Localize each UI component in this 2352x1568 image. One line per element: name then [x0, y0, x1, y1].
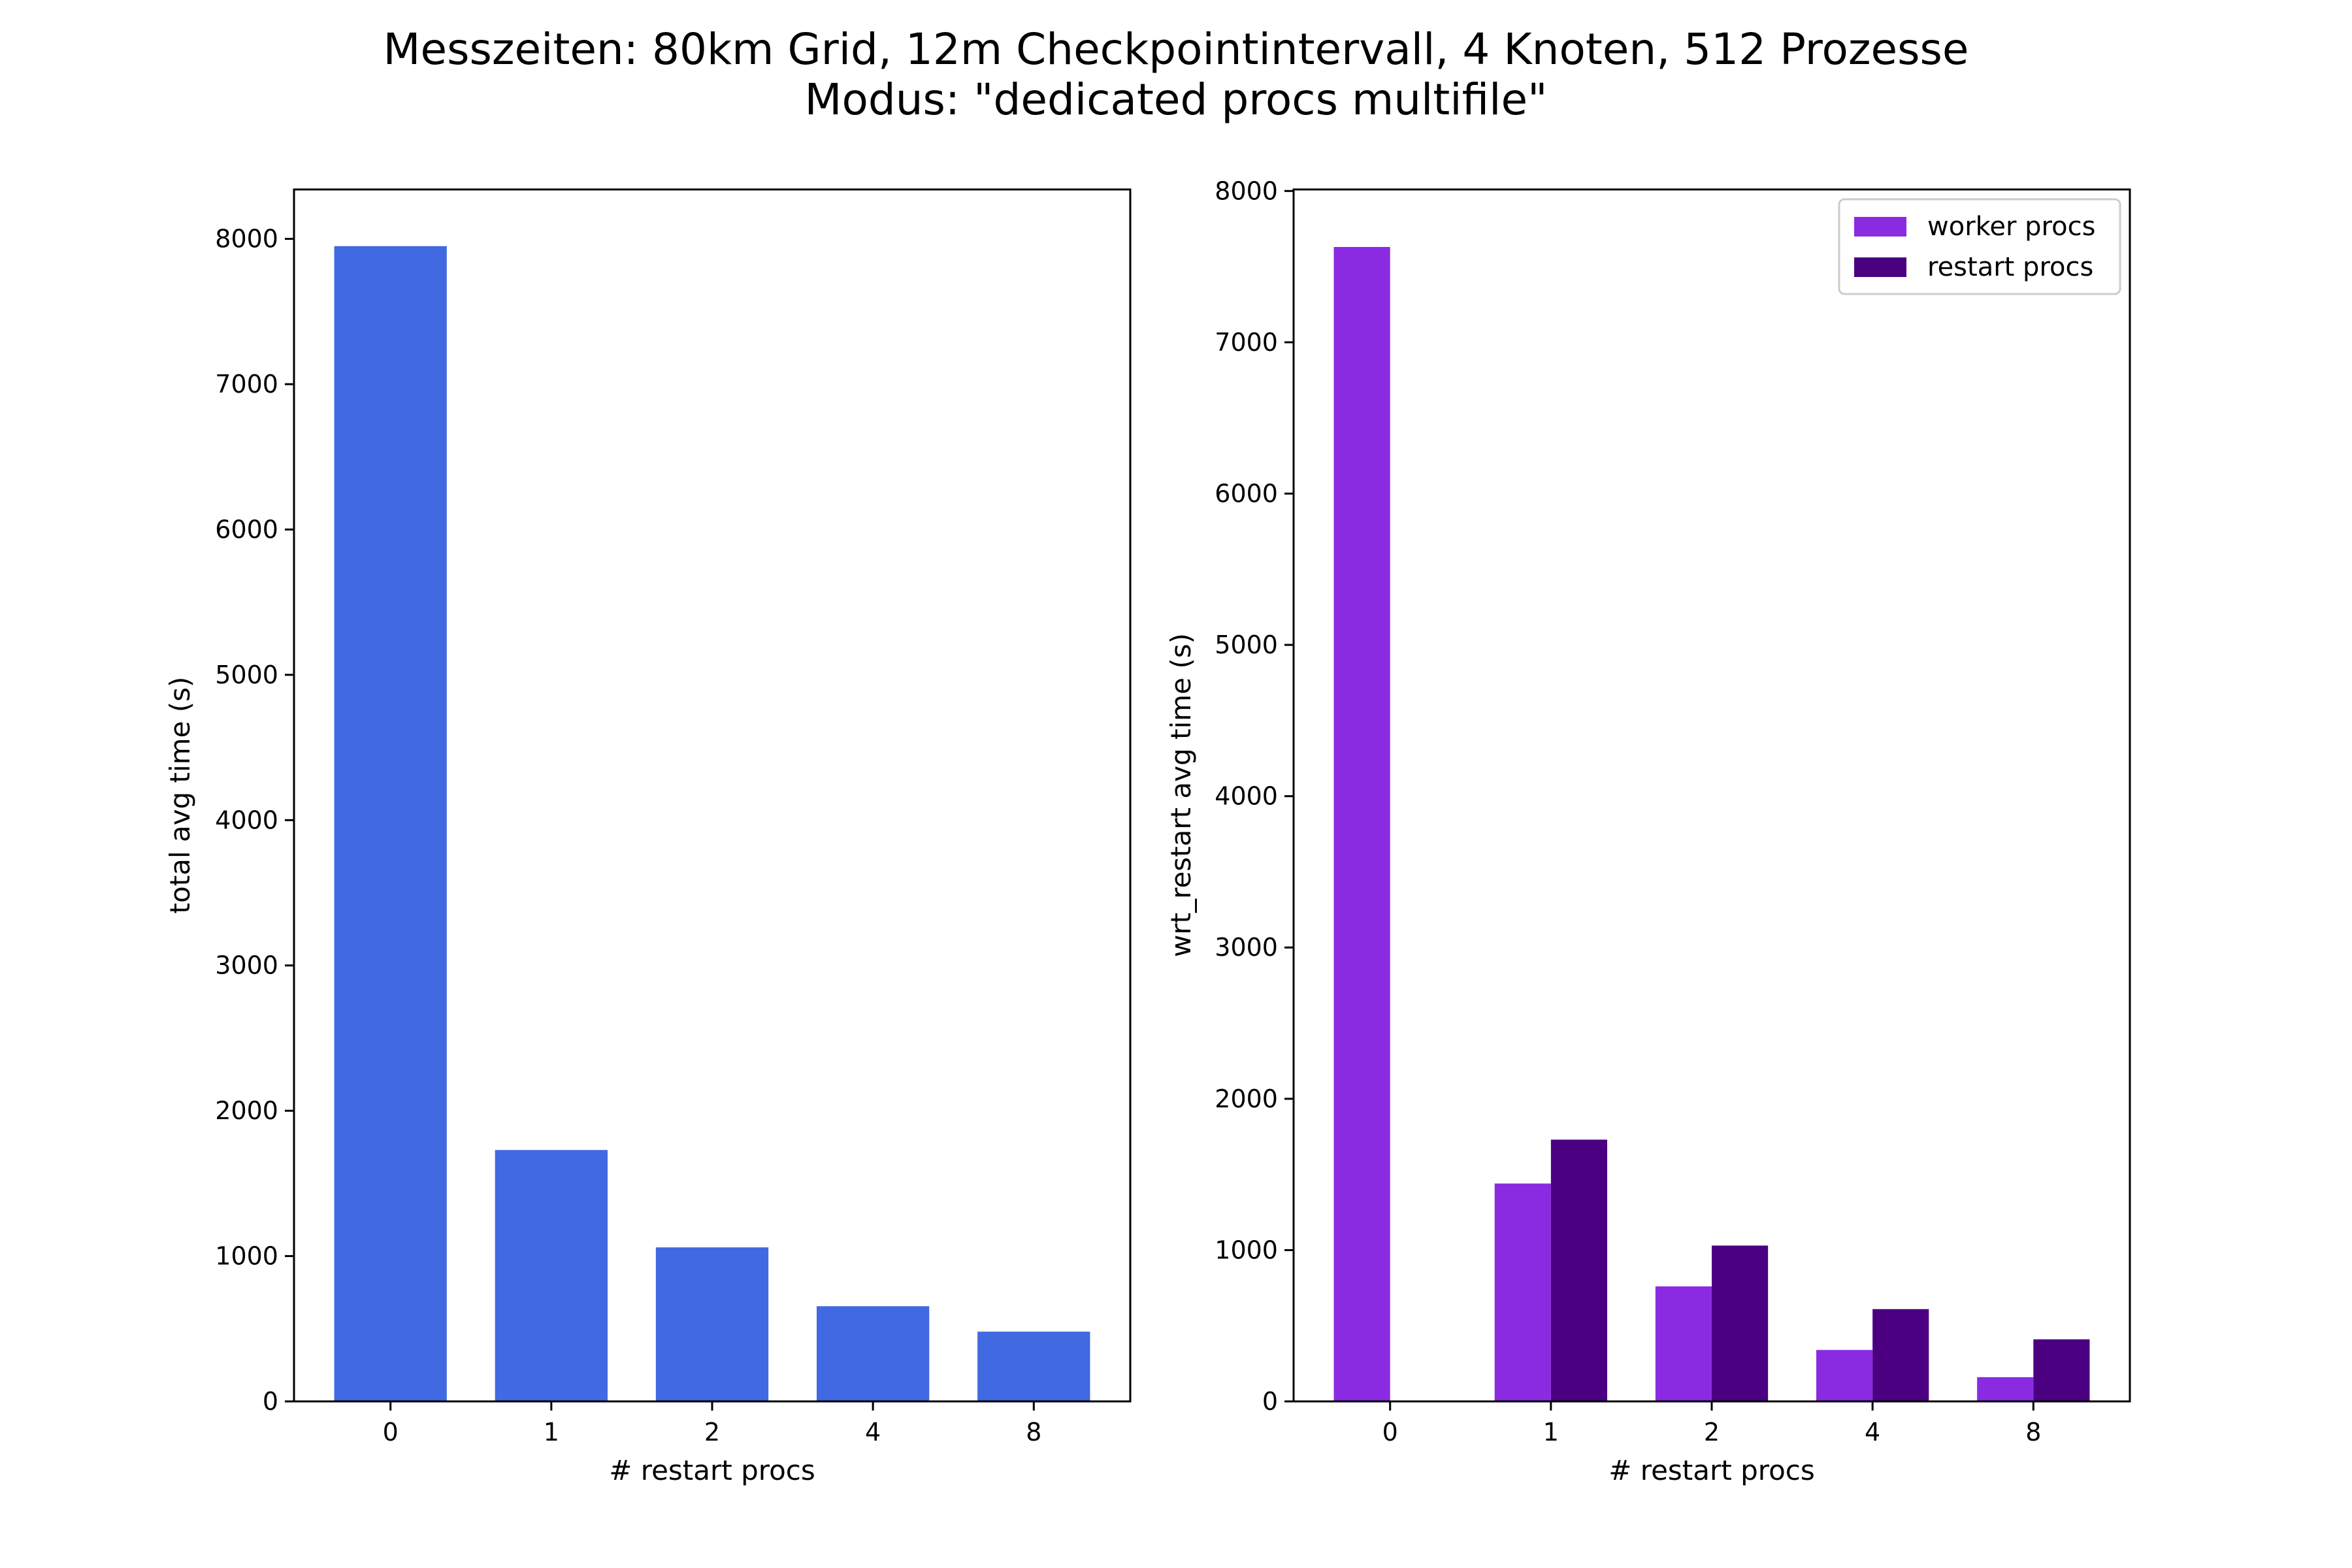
right-bar-restart-procs-8: [2033, 1339, 2090, 1401]
left-y-tick-label-7000: 7000: [215, 370, 278, 399]
right-bar-restart-procs-1: [1550, 1139, 1607, 1401]
right-y-tick-label-8000: 8000: [1215, 176, 1278, 205]
right-x-tick-label-1: 1: [1543, 1418, 1559, 1446]
right-bar-restart-procs-4: [1872, 1309, 1929, 1401]
right-y-tick-label-4000: 4000: [1215, 782, 1278, 811]
right-bar-worker-procs-0: [1333, 247, 1390, 1402]
left-chart-x-axis-label: # restart procs: [609, 1454, 815, 1486]
left-chart-y-axis: 0 1000 2000 3000 4000 5000 6000 7000 8000: [215, 225, 294, 1416]
right-chart-x-axis-label: # restart procs: [1609, 1454, 1815, 1486]
right-chart-y-axis: 0 1000 2000 3000 4000 5000 6000 7000 8000: [1215, 176, 1294, 1416]
right-chart-legend: worker procs restart procs: [1838, 198, 2121, 295]
left-y-tick-label-2000: 2000: [215, 1096, 278, 1125]
right-bar-restart-procs-2: [1712, 1245, 1769, 1401]
figure-title-line-1: Messzeiten: 80km Grid, 12m Checkpointint…: [384, 24, 1969, 74]
right-bar-worker-procs-4: [1816, 1350, 1873, 1401]
left-chart-x-axis: 0 1 2 4 8: [383, 1401, 1041, 1446]
right-chart-bars: [1333, 247, 2090, 1402]
left-y-tick-label-8000: 8000: [215, 225, 278, 253]
left-y-tick-label-5000: 5000: [215, 661, 278, 689]
left-bar-8: [977, 1331, 1090, 1401]
right-y-tick-label-7000: 7000: [1215, 328, 1278, 357]
left-y-tick-label-3000: 3000: [215, 951, 278, 980]
left-y-tick-label-6000: 6000: [215, 515, 278, 544]
legend-label-worker-procs: worker procs: [1927, 212, 2095, 242]
right-y-tick-label-0: 0: [1262, 1387, 1278, 1416]
right-chart-y-axis-label: wrt_restart avg time (s): [1165, 633, 1197, 957]
left-y-tick-label-0: 0: [263, 1387, 278, 1416]
right-y-tick-label-3000: 3000: [1215, 933, 1278, 962]
right-y-tick-label-6000: 6000: [1215, 479, 1278, 508]
left-x-tick-label-1: 1: [544, 1418, 559, 1446]
left-x-tick-label-8: 8: [1026, 1418, 1041, 1446]
right-chart-x-axis: 0 1 2 4 8: [1382, 1401, 2041, 1446]
right-x-tick-label-0: 0: [1382, 1418, 1398, 1446]
right-bar-worker-procs-1: [1494, 1183, 1551, 1401]
left-y-tick-label-1000: 1000: [215, 1242, 278, 1271]
right-bar-worker-procs-8: [1977, 1377, 2034, 1401]
legend-label-restart-procs: restart procs: [1927, 252, 2093, 282]
left-x-tick-label-0: 0: [383, 1418, 399, 1446]
left-x-tick-label-2: 2: [704, 1418, 720, 1446]
right-y-tick-label-2000: 2000: [1215, 1085, 1278, 1113]
left-x-tick-label-4: 4: [865, 1418, 881, 1446]
right-x-tick-label-8: 8: [2025, 1418, 2041, 1446]
left-bar-2: [655, 1247, 769, 1401]
legend-swatch-restart-procs: [1854, 257, 1906, 277]
left-bar-4: [817, 1306, 930, 1401]
left-chart-y-axis-label: total avg time (s): [164, 677, 196, 914]
right-y-tick-label-5000: 5000: [1215, 630, 1278, 659]
right-x-tick-label-2: 2: [1704, 1418, 1720, 1446]
legend-swatch-worker-procs: [1854, 217, 1906, 237]
right-chart-frame: [1292, 188, 2131, 1403]
left-bar-0: [334, 246, 447, 1401]
left-chart-bars: [334, 246, 1090, 1401]
right-x-tick-label-4: 4: [1865, 1418, 1880, 1446]
right-y-tick-label-1000: 1000: [1215, 1235, 1278, 1264]
left-y-tick-label-4000: 4000: [215, 806, 278, 834]
figure-title-line-2: Modus: "dedicated procs multifile": [805, 74, 1548, 125]
legend-box: [1838, 198, 2121, 295]
left-bar-1: [495, 1150, 608, 1401]
right-bar-worker-procs-2: [1655, 1286, 1712, 1401]
